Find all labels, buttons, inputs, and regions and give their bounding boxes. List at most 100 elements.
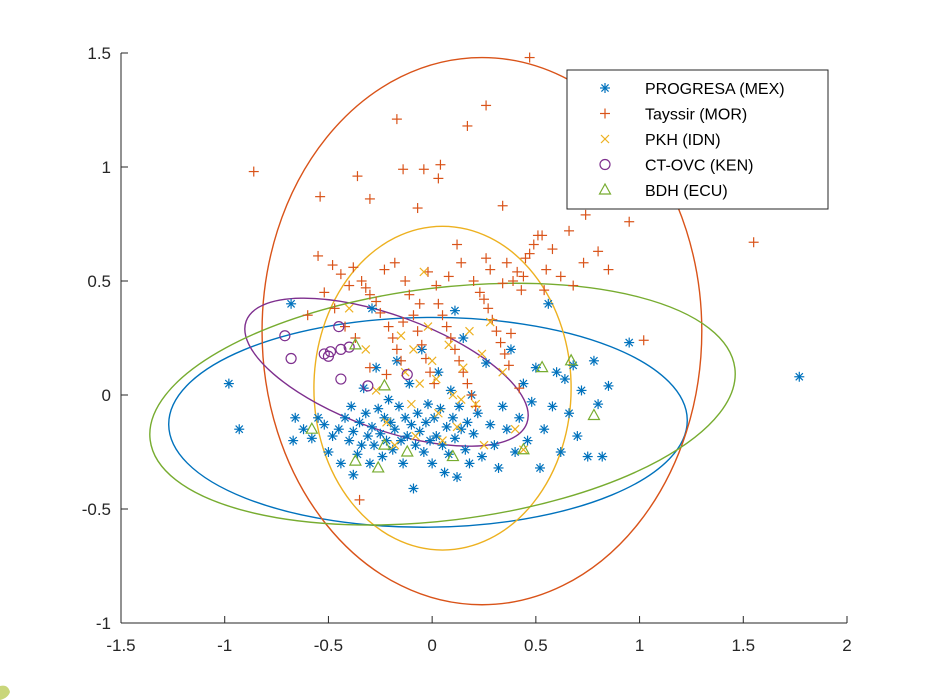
point-tayssir-mor xyxy=(458,367,469,378)
ellipse-progresa-mex xyxy=(168,316,688,528)
point-ct-ovc-ken xyxy=(335,373,347,385)
point-progresa-mex xyxy=(597,451,608,462)
y-tick-label: -1 xyxy=(96,614,111,633)
point-progresa-mex xyxy=(593,399,604,410)
point-progresa-mex xyxy=(306,433,317,444)
point-tayssir-mor xyxy=(518,271,529,282)
point-pkh-idn xyxy=(510,424,520,434)
point-tayssir-mor xyxy=(508,276,519,286)
point-progresa-mex xyxy=(379,412,390,423)
point-progresa-mex xyxy=(369,440,380,451)
point-pkh-idn xyxy=(471,399,481,409)
point-progresa-mex xyxy=(497,401,508,412)
point-tayssir-mor xyxy=(302,310,313,321)
point-progresa-mex xyxy=(530,362,541,373)
point-pkh-idn xyxy=(485,317,495,327)
point-tayssir-mor xyxy=(456,257,467,268)
point-progresa-mex xyxy=(319,419,330,430)
point-progresa-mex xyxy=(582,451,593,462)
point-progresa-mex xyxy=(547,401,558,412)
point-progresa-mex xyxy=(288,435,299,446)
point-progresa-mex xyxy=(402,431,413,442)
point-pkh-idn xyxy=(479,440,489,450)
point-bdh-ecu xyxy=(377,378,391,391)
point-tayssir-mor xyxy=(371,296,382,307)
ellipse-pkh-idn xyxy=(313,225,572,551)
point-tayssir-mor xyxy=(532,230,543,241)
point-ct-ovc-ken xyxy=(333,321,345,333)
y-ticks: -1 -0.5 0 0.5 1 1.5 xyxy=(82,44,128,633)
point-ct-ovc-ken xyxy=(343,341,355,353)
point-tayssir-mor xyxy=(603,264,614,275)
point-progresa-mex xyxy=(485,419,496,430)
point-progresa-mex xyxy=(439,467,450,478)
point-tayssir-mor xyxy=(593,246,604,257)
point-progresa-mex xyxy=(489,440,500,451)
point-progresa-mex xyxy=(298,424,309,435)
point-progresa-mex xyxy=(476,451,487,462)
point-tayssir-mor xyxy=(462,378,473,389)
point-bdh-ecu xyxy=(535,360,549,373)
point-progresa-mex xyxy=(410,440,421,451)
x-tick-label: -1 xyxy=(217,636,232,655)
point-tayssir-mor xyxy=(313,250,324,261)
point-pkh-idn xyxy=(406,399,416,409)
point-tayssir-mor xyxy=(470,401,481,412)
series-pkh-idn xyxy=(344,267,528,455)
x-ticks: -1.5 -1 -0.5 0 0.5 1 1.5 2 xyxy=(106,616,852,655)
point-pkh-idn xyxy=(409,344,418,354)
point-tayssir-mor xyxy=(468,276,479,286)
point-progresa-mex xyxy=(333,424,344,435)
point-progresa-mex xyxy=(624,337,635,348)
x-tick-label: 1 xyxy=(635,636,644,655)
point-progresa-mex xyxy=(588,355,599,366)
x-tick-label: 2 xyxy=(842,636,851,655)
point-tayssir-mor xyxy=(319,287,330,298)
point-tayssir-mor xyxy=(624,216,635,227)
point-progresa-mex xyxy=(564,408,575,419)
legend-label: Tayssir (MOR) xyxy=(645,107,747,124)
point-progresa-mex xyxy=(408,483,419,494)
point-progresa-mex xyxy=(344,435,355,446)
point-progresa-mex xyxy=(514,412,525,423)
point-tayssir-mor xyxy=(416,339,427,350)
corner-leaf-icon xyxy=(0,685,10,700)
point-ct-ovc-ken xyxy=(279,330,291,342)
point-tayssir-mor xyxy=(497,278,508,289)
point-progresa-mex xyxy=(340,412,351,423)
ellipse-bdh-ecu xyxy=(149,282,736,526)
legend-label: PKH (IDN) xyxy=(645,132,721,149)
series-ct-ovc-ken xyxy=(279,321,413,392)
point-progresa-mex xyxy=(377,451,388,462)
point-tayssir-mor xyxy=(520,253,531,264)
point-tayssir-mor xyxy=(495,337,506,348)
point-pkh-idn xyxy=(423,322,433,332)
point-pkh-idn xyxy=(411,431,420,441)
legend-box xyxy=(566,69,829,210)
point-tayssir-mor xyxy=(539,285,550,296)
point-progresa-mex xyxy=(425,435,436,446)
point-tayssir-mor xyxy=(352,171,363,182)
point-ct-ovc-ken xyxy=(362,380,374,392)
point-progresa-mex xyxy=(360,408,371,419)
point-progresa-mex xyxy=(576,385,587,396)
point-tayssir-mor xyxy=(541,264,552,275)
point-bdh-ecu xyxy=(564,353,578,366)
point-progresa-mex xyxy=(460,444,471,455)
point-progresa-mex xyxy=(464,458,475,469)
point-pkh-idn xyxy=(427,356,437,366)
point-tayssir-mor xyxy=(389,257,400,268)
point-ct-ovc-ken xyxy=(335,343,347,355)
ellipse-ct-ovc-ken xyxy=(244,297,529,447)
point-pkh-idn xyxy=(361,344,371,354)
point-tayssir-mor xyxy=(748,237,759,248)
point-tayssir-mor xyxy=(364,289,375,300)
point-progresa-mex xyxy=(313,412,324,423)
point-progresa-mex xyxy=(286,298,297,309)
point-tayssir-mor xyxy=(528,239,539,250)
point-progresa-mex xyxy=(539,424,550,435)
point-tayssir-mor xyxy=(516,285,527,296)
legend-label: PROGRESA (MEX) xyxy=(645,81,785,98)
point-tayssir-mor xyxy=(503,360,514,371)
